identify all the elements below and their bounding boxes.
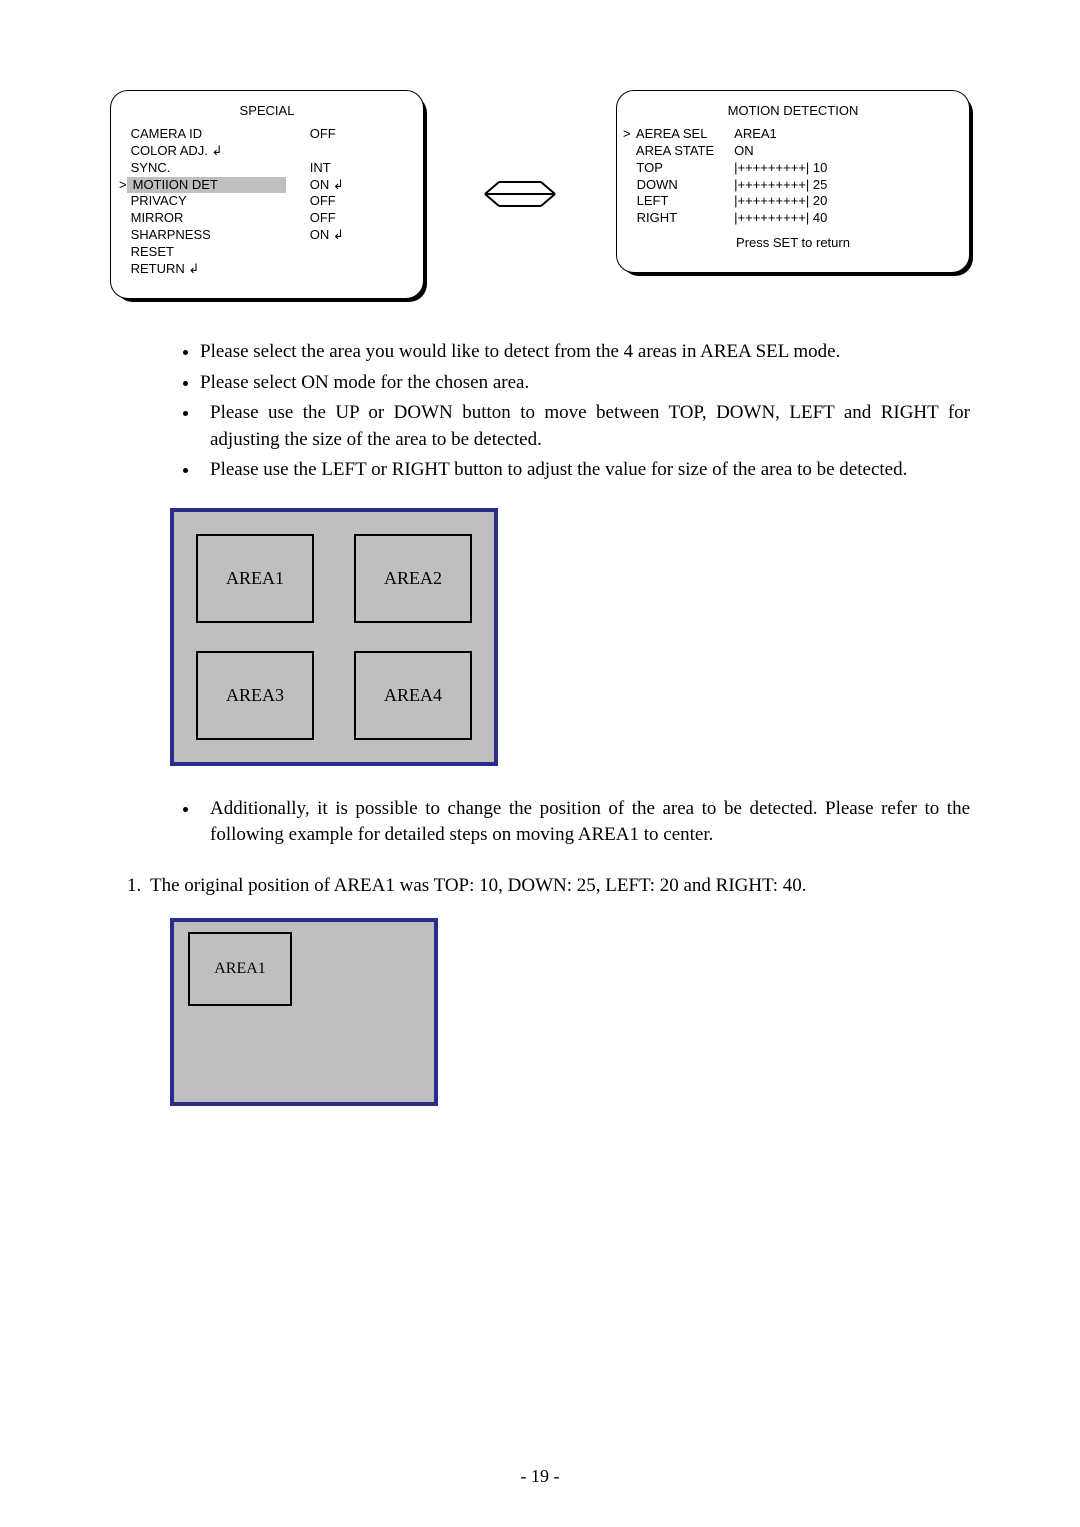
- area-single-cell: AREA1: [188, 932, 292, 1006]
- special-menu: SPECIAL CAMERA ID OFF COLOR ADJ. ↲ SYNC. I…: [110, 90, 424, 299]
- bullet-item: Please use the LEFT or RIGHT button to a…: [200, 457, 970, 484]
- numbered-step: The original position of AREA1 was TOP: …: [146, 873, 970, 900]
- bullet-item: Please select the area you would like to…: [200, 339, 970, 366]
- motion-menu-item-value: AREA1: [734, 126, 953, 143]
- motion-menu-item-value: |+++++++++| 25: [734, 177, 953, 194]
- motion-menu-item-value: |+++++++++| 20: [734, 193, 953, 210]
- motion-detection-title: MOTION DETECTION: [633, 103, 953, 120]
- special-menu-item-value: OFF: [310, 126, 407, 143]
- motion-menu-item-label: RIGHT: [633, 210, 714, 227]
- special-menu-item-label: COLOR ADJ. ↲: [127, 143, 286, 160]
- bullet-item: Please use the UP or DOWN button to move…: [200, 400, 970, 453]
- special-menu-item-value: [310, 261, 407, 278]
- area-grid-cell: AREA3: [196, 651, 314, 740]
- special-menu-item-label: MIRROR: [127, 210, 286, 227]
- area-grid-cell: AREA1: [196, 534, 314, 623]
- motion-menu-item-value: |+++++++++| 10: [734, 160, 953, 177]
- special-menu-item-value: ON ↲: [310, 177, 407, 194]
- area-grid-panel: AREA1 AREA2 AREA3 AREA4: [170, 508, 498, 766]
- instruction-bullets-mid: Additionally, it is possible to change t…: [110, 796, 970, 849]
- motion-menu-item-label: TOP: [633, 160, 714, 177]
- numbered-steps: The original position of AREA1 was TOP: …: [110, 873, 970, 900]
- special-menu-item-value: ON ↲: [310, 227, 407, 244]
- special-menu-item-label: SYNC.: [127, 160, 286, 177]
- special-menu-title: SPECIAL: [127, 103, 407, 120]
- special-menu-item-label: RESET: [127, 244, 286, 261]
- motion-menu-item-label: > AEREA SEL: [633, 126, 714, 143]
- instruction-bullets-top: Please select the area you would like to…: [110, 339, 970, 484]
- motion-detection-footer: Press SET to return: [633, 235, 953, 252]
- special-menu-item-label: SHARPNESS: [127, 227, 286, 244]
- area-single-panel: AREA1: [170, 918, 438, 1106]
- bullet-item: Additionally, it is possible to change t…: [200, 796, 970, 849]
- special-menu-item-label: RETURN ↲: [127, 261, 286, 278]
- page-number: - 19 -: [0, 1466, 1080, 1487]
- area-grid-cell: AREA4: [354, 651, 472, 740]
- special-menu-item-label: > MOTIION DET: [127, 177, 286, 194]
- bullet-item: Please select ON mode for the chosen are…: [200, 370, 970, 397]
- motion-menu-item-value: |+++++++++| 40: [734, 210, 953, 227]
- motion-menu-item-label: AREA STATE: [633, 143, 714, 160]
- special-menu-item-value: OFF: [310, 193, 407, 210]
- special-menu-item-value: [310, 143, 407, 160]
- motion-menu-item-label: DOWN: [633, 177, 714, 194]
- double-arrow-icon: [465, 169, 575, 219]
- special-menu-item-label: PRIVACY: [127, 193, 286, 210]
- motion-menu-item-label: LEFT: [633, 193, 714, 210]
- special-menu-item-value: OFF: [310, 210, 407, 227]
- special-menu-item-value: INT: [310, 160, 407, 177]
- motion-detection-menu: MOTION DETECTION > AEREA SEL AREA1 AREA S…: [616, 90, 970, 273]
- motion-menu-item-value: ON: [734, 143, 953, 160]
- special-menu-item-value: [310, 244, 407, 261]
- special-menu-item-label: CAMERA ID: [127, 126, 286, 143]
- area-grid-cell: AREA2: [354, 534, 472, 623]
- menu-row: SPECIAL CAMERA ID OFF COLOR ADJ. ↲ SYNC. I…: [110, 90, 970, 299]
